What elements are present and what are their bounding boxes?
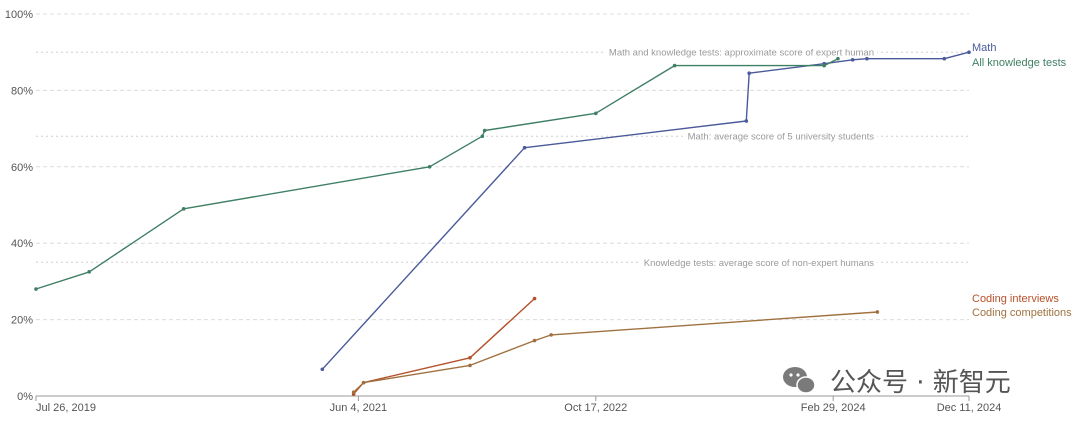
data-point [594, 111, 598, 116]
reference-line-label: Math: average score of 5 university stud… [688, 132, 875, 143]
data-point [942, 56, 947, 61]
y-tick-label: 40% [11, 238, 33, 250]
data-point [532, 338, 537, 343]
watermark-text: 公众号 · 新智元 [830, 368, 1011, 398]
data-point [320, 367, 325, 372]
y-tick-label: 0% [17, 391, 33, 403]
legend-label: Math [972, 42, 996, 54]
data-point [747, 71, 751, 76]
series-line [35, 58, 839, 290]
x-tick-label: Dec 11, 2024 [937, 402, 1002, 414]
data-point [468, 363, 472, 368]
reference-line-label: Math and knowledge tests: approximate sc… [609, 48, 874, 59]
x-tick-label: Feb 29, 2024 [801, 402, 866, 414]
y-tick-label: 60% [11, 162, 33, 174]
data-point [522, 145, 527, 150]
wechat-icon-bubble [796, 376, 816, 394]
data-point [468, 356, 472, 360]
wechat-icon-eye [789, 373, 793, 377]
data-point [865, 56, 869, 61]
data-point [836, 56, 840, 61]
legend-label: Coding interviews [972, 293, 1059, 305]
data-point [34, 287, 38, 291]
series-line [321, 51, 970, 370]
data-point [361, 380, 366, 385]
data-point [744, 119, 749, 123]
legend-label: All knowledge tests [972, 57, 1067, 69]
reference-line-label: Knowledge tests: average score of non-ex… [644, 258, 874, 269]
data-point [850, 58, 855, 62]
data-point [549, 333, 553, 337]
reference-label-background [605, 47, 877, 59]
data-point [87, 270, 91, 274]
data-point [427, 165, 432, 169]
data-point [672, 63, 677, 68]
x-tick-label: Jul 26, 2019 [36, 402, 96, 414]
data-point [875, 310, 880, 314]
data-point [482, 128, 487, 133]
y-tick-label: 80% [11, 85, 33, 97]
x-tick-label: Jun 4, 2021 [330, 402, 388, 414]
data-point [480, 134, 485, 139]
data-point [822, 63, 826, 68]
x-tick-label: Oct 17, 2022 [564, 402, 627, 414]
y-tick-label: 100% [5, 9, 33, 21]
data-point [967, 50, 971, 54]
wechat-icon-eye [796, 373, 800, 377]
reference-label-background [684, 131, 878, 143]
legend-label: Coding competitions [972, 307, 1072, 319]
data-point [532, 296, 537, 301]
data-point [351, 390, 356, 394]
y-tick-label: 20% [11, 315, 33, 327]
reference-label-background [640, 257, 878, 269]
data-point [181, 207, 186, 211]
series-line [353, 311, 878, 393]
